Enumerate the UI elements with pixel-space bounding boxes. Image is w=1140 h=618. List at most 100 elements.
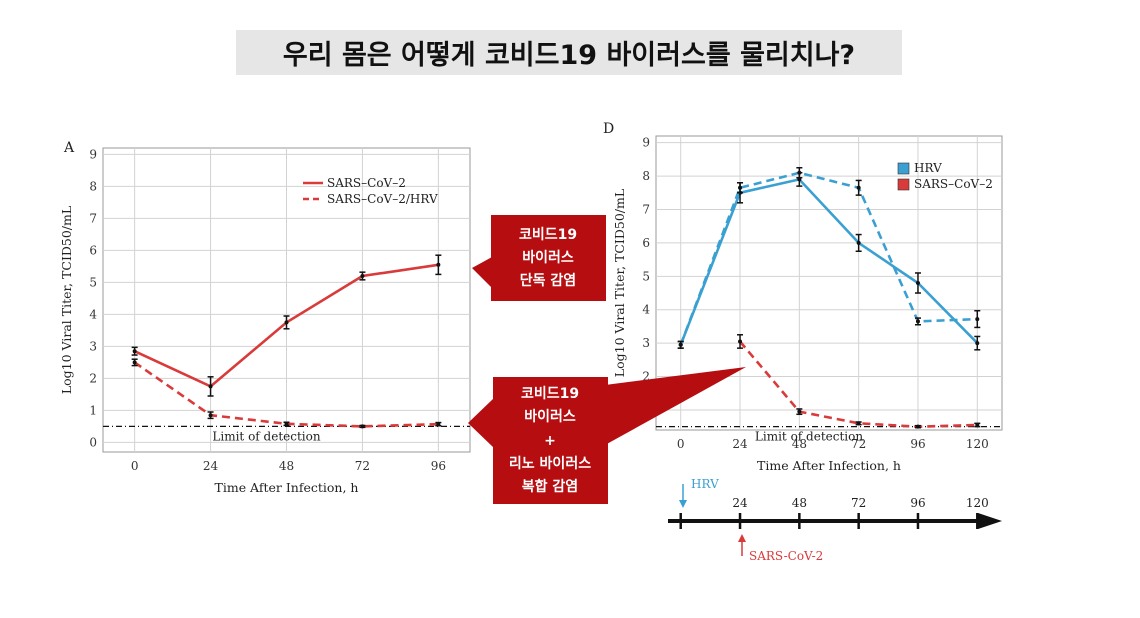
callout-coinfection-left-pointer bbox=[468, 398, 494, 448]
data-point bbox=[975, 341, 980, 346]
callout-coinfection: 코비드19 바이러스 + 리노 바이러스 복합 감염 bbox=[468, 367, 746, 504]
data-point bbox=[436, 262, 441, 267]
y-tick-label: 4 bbox=[642, 303, 650, 317]
timeline-arrowhead bbox=[978, 513, 1002, 529]
x-tick-label: 48 bbox=[279, 459, 294, 473]
x-tick-label: 96 bbox=[431, 459, 446, 473]
callout-single-box bbox=[491, 215, 606, 301]
data-point bbox=[738, 185, 743, 190]
callout-coinfection-line-3: + bbox=[544, 433, 556, 449]
legend-label: HRV bbox=[914, 161, 942, 175]
y-tick-label: 0 bbox=[89, 435, 97, 449]
panel-label-a: A bbox=[63, 140, 75, 156]
series-line bbox=[679, 171, 978, 346]
x-axis-label: Time After Infection, h bbox=[757, 458, 901, 473]
data-point bbox=[678, 342, 683, 347]
legend-label: SARS–CoV–2/HRV bbox=[327, 192, 438, 206]
callout-coinfection-line-2: 바이러스 bbox=[524, 408, 576, 425]
data-point bbox=[915, 424, 920, 429]
chart-panel-a: 0 1 2 3 4 5 6 7 8 9 0 24 48 72 96 Limit of detection Tim… bbox=[59, 147, 471, 495]
timeline-tick-label: 96 bbox=[910, 496, 925, 510]
sars-timeline-label: SARS-CoV-2 bbox=[749, 549, 823, 563]
chart-panel-d: 123456789024487296120Limit of detectionT… bbox=[612, 135, 1003, 473]
data-point bbox=[797, 170, 802, 175]
data-point bbox=[360, 424, 365, 429]
callout-coinfection-box bbox=[493, 377, 608, 504]
data-point bbox=[208, 384, 213, 389]
data-point bbox=[797, 409, 802, 414]
data-point bbox=[208, 413, 213, 418]
x-tick-label: 24 bbox=[732, 437, 748, 451]
data-point bbox=[284, 320, 289, 325]
y-tick-label: 8 bbox=[89, 179, 97, 193]
data-point bbox=[856, 185, 861, 190]
x-tick-label: 24 bbox=[203, 459, 219, 473]
y-tick-label: 7 bbox=[642, 203, 650, 217]
y-axis-label: Log10 Viral Titer, TCID50/mL bbox=[59, 206, 74, 394]
callout-coinfection-line-4: 리노 바이러스 bbox=[509, 455, 591, 472]
page-title-box: 우리 몸은 어떻게 코비드19 바이러스를 물리치나? bbox=[236, 30, 902, 75]
legend-label: SARS–CoV–2 bbox=[914, 177, 993, 191]
callout-single-pointer bbox=[472, 257, 492, 288]
timeline-tick-label: 24 bbox=[732, 496, 748, 510]
x-tick-label: 0 bbox=[131, 459, 139, 473]
y-tick-label: 6 bbox=[642, 236, 650, 250]
y-tick-label: 3 bbox=[642, 336, 650, 350]
data-point bbox=[738, 339, 743, 344]
x-axis-label: Time After Infection, h bbox=[215, 480, 359, 495]
data-point bbox=[856, 240, 861, 245]
data-point bbox=[132, 349, 137, 354]
y-tick-label: 3 bbox=[89, 339, 97, 353]
y-tick-label: 2 bbox=[642, 370, 650, 384]
callout-single-infection: 코비드19 바이러스 단독 감염 bbox=[472, 215, 606, 301]
callout-coinfection-line-5: 복합 감염 bbox=[522, 478, 578, 495]
data-point bbox=[856, 421, 861, 426]
data-point bbox=[436, 422, 441, 427]
y-tick-label: 5 bbox=[89, 275, 97, 289]
y-axis-label: Log10 Viral Titer, TCID50/mL bbox=[612, 189, 627, 377]
infection-timeline: HRV SARS-CoV-2 24 48 72 96 120 bbox=[668, 477, 1002, 563]
panel-label-d: D bbox=[603, 121, 614, 137]
x-tick-label: 96 bbox=[910, 437, 925, 451]
y-tick-label: 2 bbox=[89, 371, 97, 385]
x-tick-label: 72 bbox=[851, 437, 866, 451]
x-tick-label: 0 bbox=[677, 437, 685, 451]
y-tick-label: 9 bbox=[642, 136, 650, 150]
timeline-tick-label: 120 bbox=[966, 496, 989, 510]
y-tick-label: 6 bbox=[89, 243, 97, 257]
data-point bbox=[915, 319, 920, 324]
page-title: 우리 몸은 어떻게 코비드19 바이러스를 물리치나? bbox=[282, 40, 856, 71]
hrv-timeline-label: HRV bbox=[691, 477, 719, 491]
hrv-arrow-head bbox=[679, 500, 687, 508]
data-point bbox=[360, 274, 365, 278]
detection-limit-label: Limit of detection bbox=[212, 429, 320, 443]
data-point bbox=[975, 317, 980, 322]
sars-arrow-head bbox=[738, 534, 746, 542]
data-point bbox=[284, 421, 289, 426]
legend-swatch bbox=[897, 178, 910, 191]
y-tick-label: 7 bbox=[89, 211, 97, 225]
y-tick-label: 4 bbox=[89, 307, 97, 321]
x-tick-label: 72 bbox=[355, 459, 370, 473]
legend-label: SARS–CoV–2 bbox=[327, 176, 406, 190]
data-point bbox=[975, 422, 980, 427]
legend-swatch bbox=[897, 162, 910, 175]
y-tick-label: 8 bbox=[642, 169, 650, 183]
series-line bbox=[679, 177, 979, 346]
x-tick-label: 120 bbox=[966, 437, 989, 451]
detection-limit-label: Limit of detection bbox=[755, 430, 863, 444]
x-tick-label: 48 bbox=[792, 437, 807, 451]
callout-single-line-3: 단독 감염 bbox=[520, 272, 576, 289]
data-point bbox=[132, 360, 137, 365]
data-point bbox=[915, 281, 920, 285]
callout-coinfection-line-1: 코비드19 bbox=[521, 386, 579, 402]
timeline-tick-label: 48 bbox=[792, 496, 807, 510]
y-tick-label: 9 bbox=[89, 147, 97, 161]
y-tick-label: 1 bbox=[89, 403, 97, 417]
y-tick-label: 5 bbox=[642, 269, 650, 283]
callout-single-line-1: 코비드19 bbox=[519, 227, 577, 243]
timeline-tick-label: 72 bbox=[851, 496, 866, 510]
callout-coinfection-right-pointer bbox=[605, 367, 746, 445]
callout-single-line-2: 바이러스 bbox=[522, 249, 574, 266]
